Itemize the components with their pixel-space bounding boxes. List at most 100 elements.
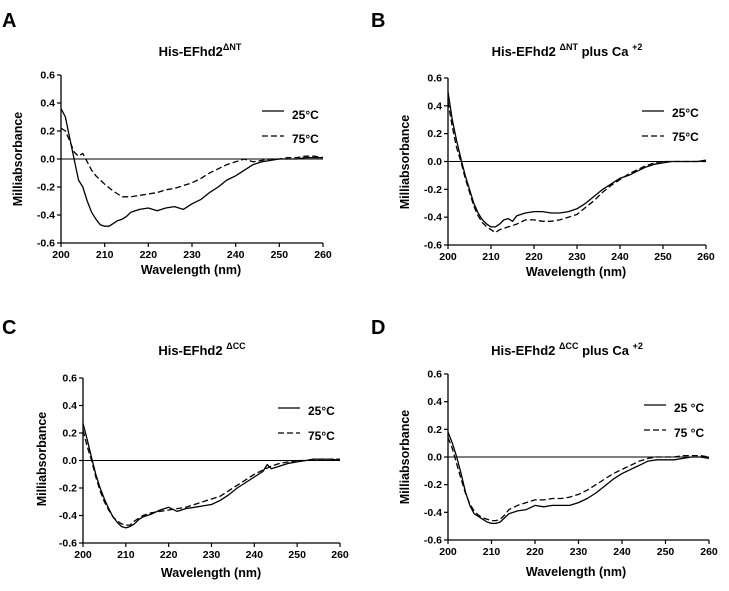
x-tick-label: 220	[526, 546, 544, 558]
y-tick-label: -0.2	[424, 184, 442, 196]
panel-letter: B	[371, 10, 385, 32]
y-tick-label: 0.6	[427, 73, 442, 85]
x-tick-label: 230	[568, 251, 586, 263]
y-tick-label: -0.2	[37, 182, 55, 194]
x-tick-label: 200	[52, 249, 70, 261]
chart-title: His-EFhd2 ΔNT plus Ca +2	[492, 42, 643, 59]
y-tick-label: 0.2	[62, 428, 77, 440]
x-axis-title: Wavelength (nm)	[526, 265, 626, 279]
x-tick-label: 210	[482, 251, 500, 263]
x-tick-label: 260	[314, 249, 332, 261]
panel-d: D His-EFhd2 ΔCC plus Ca +2 Milliabsorban…	[371, 317, 718, 579]
y-tick-label: -0.4	[59, 510, 77, 522]
x-tick-label: 230	[570, 546, 588, 558]
panel-letter: D	[371, 317, 385, 339]
y-tick-label: 0.2	[427, 424, 442, 436]
y-tick-label: 0.4	[427, 100, 442, 112]
x-tick-label: 240	[611, 251, 629, 263]
series-line-75c	[82, 430, 340, 526]
legend: 25 °C 75 °C	[644, 401, 704, 440]
y-axis-title: Milliabsorbance	[35, 412, 49, 507]
x-tick-label: 230	[203, 549, 221, 561]
y-tick-label: -0.4	[37, 210, 55, 222]
x-tick-label: 220	[160, 549, 178, 561]
plot-area: -0.6 -0.4 -0.2 0.0 0.2 0.4 0.6 200 210 220 230 240 2…	[59, 373, 349, 562]
y-tick-label: 0.6	[62, 373, 77, 385]
x-tick-label: 250	[271, 249, 289, 261]
x-tick-label: 200	[439, 251, 457, 263]
plot-area: -0.6 -0.4 -0.2 0.0 0.2 0.4 0.6 200 210 220 230 240 2…	[424, 73, 715, 264]
x-tick-label: 250	[654, 251, 672, 263]
legend-label-25c: 25°C	[308, 404, 335, 418]
x-tick-label: 260	[700, 546, 718, 558]
legend-label-75c: 75 °C	[674, 426, 704, 440]
x-tick-label: 210	[483, 546, 501, 558]
chart-title: His-EFhd2 ΔCC	[158, 341, 246, 358]
x-tick-label: 260	[697, 251, 715, 263]
x-axis-title: Wavelength (nm)	[526, 565, 626, 579]
y-tick-label: -0.4	[424, 212, 442, 224]
y-tick-label: 0.6	[40, 70, 55, 82]
series-line-75c	[447, 101, 706, 234]
x-tick-label: 230	[183, 249, 201, 261]
y-tick-label: 0.0	[427, 156, 442, 168]
x-axis-title: Wavelength (nm)	[161, 566, 261, 580]
chart-title: His-EFhd2 ΔCC plus Ca +2	[491, 341, 643, 358]
x-tick-label: 250	[657, 546, 675, 558]
series-line-75c	[447, 437, 710, 522]
y-tick-label: -0.2	[59, 483, 77, 495]
x-tick-label: 210	[117, 549, 135, 561]
plot-area: -0.6 -0.4 -0.2 0.0 0.2 0.4 0.6 200 210 220 230 240 2…	[37, 70, 332, 262]
x-tick-label: 200	[74, 549, 92, 561]
legend-label-75c: 75°C	[292, 132, 319, 146]
panel-letter: C	[2, 317, 16, 339]
y-tick-label: -0.6	[37, 238, 55, 250]
y-tick-label: 0.2	[40, 126, 55, 138]
x-tick-label: 200	[439, 546, 457, 558]
panel-b: B His-EFhd2 ΔNT plus Ca +2 Milliabsorban…	[371, 10, 715, 279]
chart-title: His-EFhd2ΔNT	[159, 42, 242, 59]
y-tick-label: -0.6	[424, 535, 442, 547]
panel-letter: A	[2, 10, 16, 32]
legend-label-25c: 25°C	[292, 108, 319, 122]
y-tick-label: -0.4	[424, 507, 442, 519]
x-tick-label: 240	[613, 546, 631, 558]
x-tick-label: 260	[331, 549, 349, 561]
legend-label-25c: 25°C	[672, 106, 699, 120]
panel-a: A His-EFhd2ΔNT Milliabsorbance Wavelengt…	[2, 10, 332, 277]
y-tick-label: 0.4	[427, 396, 442, 408]
plot-area: -0.6 -0.4 -0.2 0.0 0.2 0.4 0.6 200 210 220 230 240 2…	[424, 369, 718, 559]
series-line-25c	[447, 431, 710, 525]
y-tick-label: 0.6	[427, 369, 442, 381]
y-axis-title: Milliabsorbance	[398, 410, 412, 505]
y-tick-label: 0.4	[62, 400, 77, 412]
x-tick-label: 220	[140, 249, 158, 261]
x-tick-label: 210	[96, 249, 114, 261]
y-tick-label: 0.0	[40, 154, 55, 166]
y-tick-label: -0.2	[424, 479, 442, 491]
x-axis-title: Wavelength (nm)	[141, 263, 241, 277]
y-tick-label: 0.0	[427, 452, 442, 464]
series-line-25c	[447, 91, 707, 228]
x-tick-label: 250	[288, 549, 306, 561]
series-line-25c	[60, 108, 323, 227]
legend: 25°C 75°C	[278, 404, 335, 443]
y-tick-label: 0.4	[40, 98, 55, 110]
legend-label-25c: 25 °C	[674, 401, 704, 415]
y-axis-title: Milliabsorbance	[398, 115, 412, 210]
panel-c: C His-EFhd2 ΔCC Milliabsorbance Waveleng…	[2, 317, 349, 580]
x-tick-label: 240	[246, 549, 264, 561]
x-tick-label: 240	[227, 249, 245, 261]
y-tick-label: 0.0	[62, 455, 77, 467]
legend: 25°C 75°C	[262, 108, 319, 146]
y-axis-title: Milliabsorbance	[11, 112, 25, 207]
series-line-25c	[82, 423, 341, 529]
legend-label-75c: 75°C	[672, 130, 699, 144]
series-line-75c	[60, 127, 324, 198]
y-tick-label: -0.6	[59, 538, 77, 550]
y-tick-label: 0.2	[427, 128, 442, 140]
x-tick-label: 220	[525, 251, 543, 263]
y-tick-label: -0.6	[424, 240, 442, 252]
legend: 25°C 75°C	[642, 106, 699, 144]
